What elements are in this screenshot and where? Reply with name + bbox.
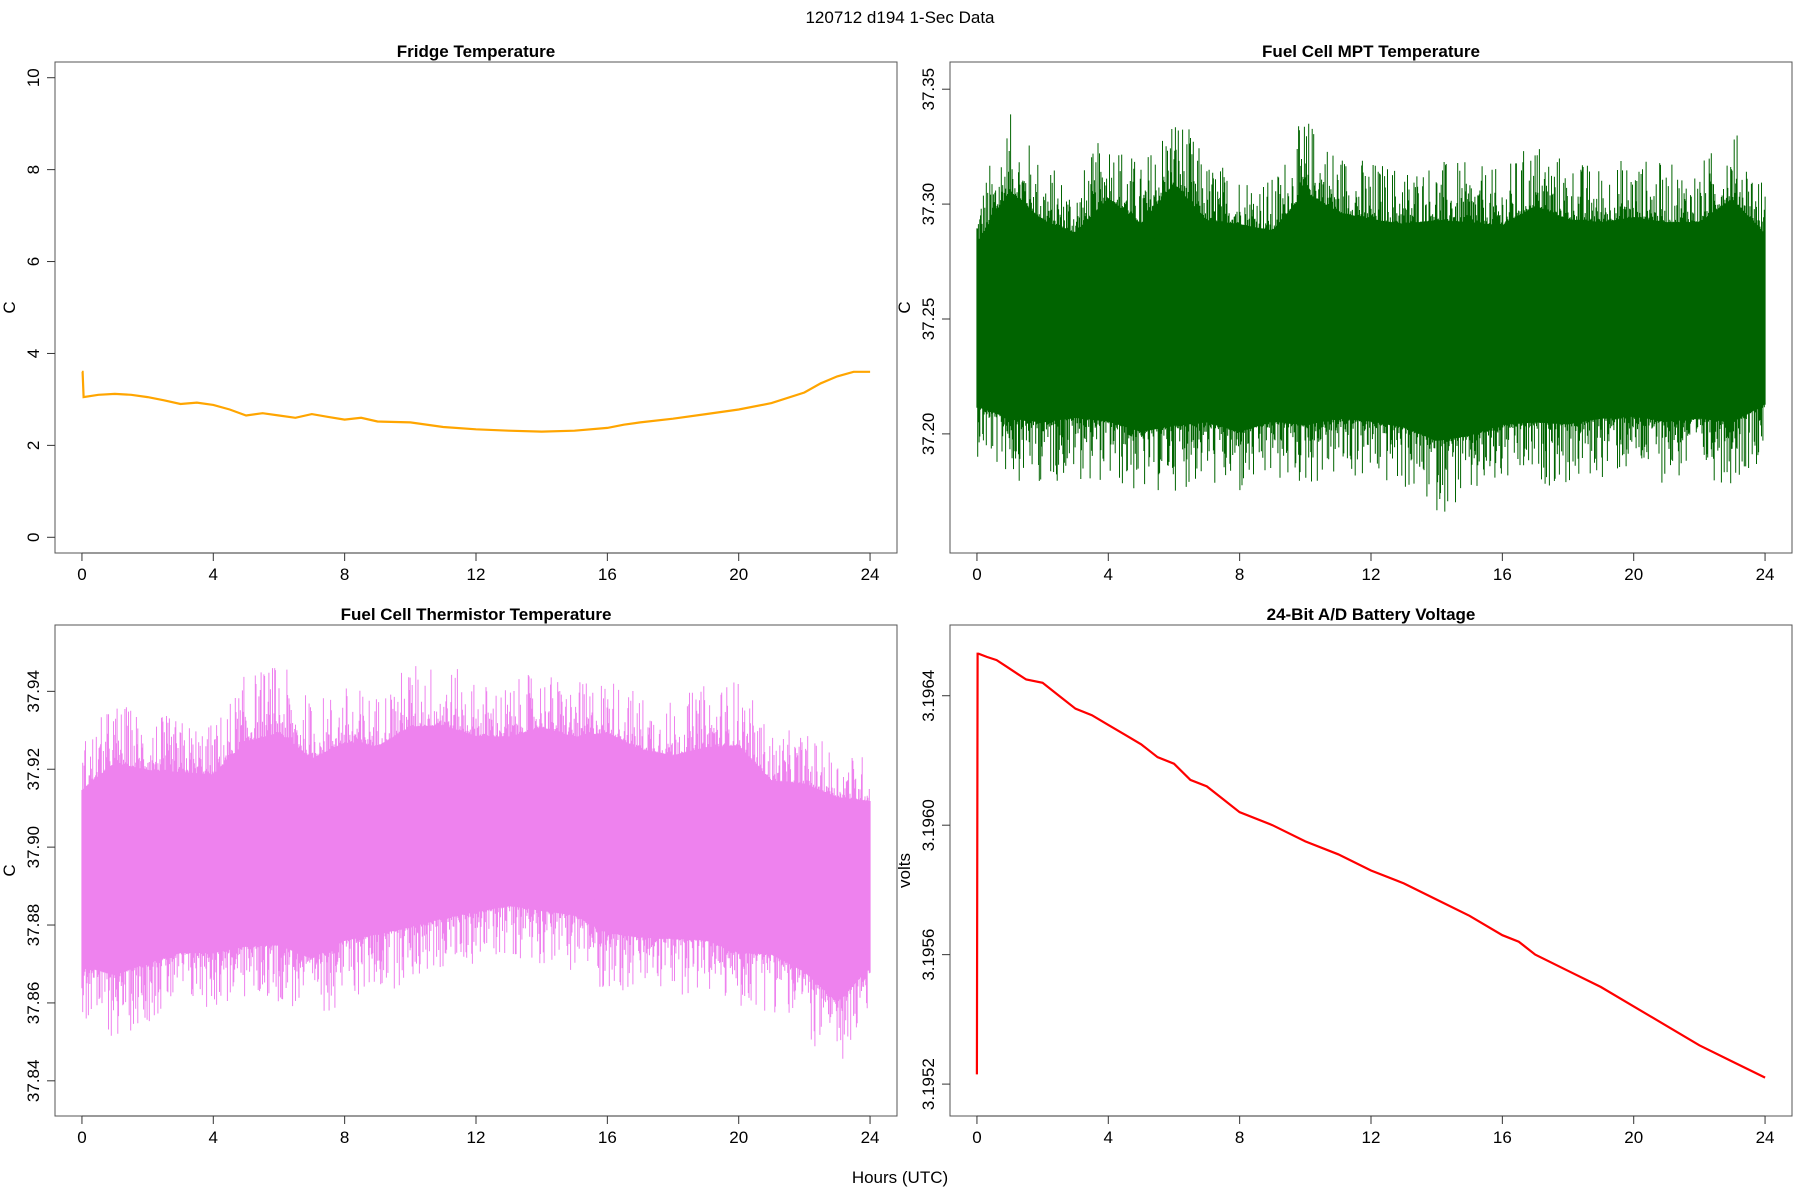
fridge-temperature-ytick-label: 4 — [24, 349, 43, 358]
fuel-cell-thermistor-temperature-xtick-label: 16 — [598, 1128, 617, 1147]
fuel-cell-thermistor-temperature-xtick-label: 20 — [729, 1128, 748, 1147]
fridge-temperature-xtick-label: 4 — [209, 565, 218, 584]
fridge-temperature-ytick-label: 6 — [24, 257, 43, 266]
fuel-cell-mpt-temperature-xtick-label: 16 — [1493, 565, 1512, 584]
fuel-cell-mpt-temperature-title: Fuel Cell MPT Temperature — [1262, 42, 1480, 61]
fridge-temperature-ytick-label: 0 — [24, 533, 43, 542]
fuel-cell-thermistor-temperature-ytick-label: 37.88 — [24, 904, 43, 947]
fridge-temperature-ytick-label: 10 — [24, 68, 43, 87]
battery-voltage-xtick-label: 20 — [1624, 1128, 1643, 1147]
fuel-cell-mpt-temperature-xtick-label: 0 — [972, 565, 981, 584]
fuel-cell-thermistor-temperature-xtick-label: 12 — [467, 1128, 486, 1147]
fuel-cell-thermistor-temperature-xtick-label: 8 — [340, 1128, 349, 1147]
fuel-cell-mpt-temperature-ylabel: C — [895, 301, 914, 313]
x-axis-label: Hours (UTC) — [852, 1168, 948, 1187]
battery-voltage-ytick-label: 3.1956 — [919, 929, 938, 981]
battery-voltage-series-line — [975, 652, 1766, 1079]
fridge-temperature-title: Fridge Temperature — [397, 42, 555, 61]
fridge-temperature-xtick-label: 20 — [729, 565, 748, 584]
battery-voltage-ytick-label: 3.1952 — [919, 1058, 938, 1110]
fuel-cell-thermistor-temperature-ytick-label: 37.90 — [24, 826, 43, 869]
fuel-cell-thermistor-temperature-ylabel: C — [0, 864, 19, 876]
fridge-temperature-xtick-label: 8 — [340, 565, 349, 584]
fridge-temperature-ytick-label: 8 — [24, 165, 43, 174]
fuel-cell-mpt-temperature-ytick-label: 37.25 — [919, 298, 938, 341]
fuel-cell-thermistor-temperature-series-trace — [81, 666, 871, 1059]
fuel-cell-thermistor-temperature-xtick-label: 24 — [861, 1128, 880, 1147]
battery-voltage-ytick-label: 3.1964 — [919, 670, 938, 722]
page-title: 120712 d194 1-Sec Data — [805, 8, 995, 27]
fuel-cell-mpt-temperature-xtick-label: 8 — [1235, 565, 1244, 584]
fridge-temperature-xtick-label: 12 — [467, 565, 486, 584]
battery-voltage-xtick-label: 8 — [1235, 1128, 1244, 1147]
fuel-cell-thermistor-temperature-panel: Fuel Cell Thermistor Temperature C 0 4 8 12 16… — [0, 605, 898, 1147]
battery-voltage-xtick-label: 16 — [1493, 1128, 1512, 1147]
fridge-temperature-ylabel: C — [0, 301, 19, 313]
fuel-cell-mpt-temperature-panel: Fuel Cell MPT Temperature C 0 4 8 12 16 20 24 37.… — [895, 42, 1793, 584]
fuel-cell-mpt-temperature-xtick-label: 20 — [1624, 565, 1643, 584]
battery-voltage-xtick-label: 4 — [1104, 1128, 1113, 1147]
fuel-cell-mpt-temperature-xtick-label: 4 — [1104, 565, 1113, 584]
fuel-cell-thermistor-temperature-ytick-label: 37.94 — [24, 670, 43, 713]
battery-voltage-xtick-label: 0 — [972, 1128, 981, 1147]
fuel-cell-mpt-temperature-ytick-label: 37.20 — [919, 413, 938, 456]
fridge-temperature-xtick-label: 24 — [861, 565, 880, 584]
fuel-cell-thermistor-temperature-ytick-label: 37.92 — [24, 748, 43, 791]
fuel-cell-thermistor-temperature-ytick-label: 37.84 — [24, 1060, 43, 1103]
battery-voltage-title: 24-Bit A/D Battery Voltage — [1267, 605, 1476, 624]
fuel-cell-thermistor-temperature-ytick-label: 37.86 — [24, 982, 43, 1025]
fuel-cell-mpt-temperature-xtick-label: 24 — [1756, 565, 1775, 584]
battery-voltage-xtick-label: 24 — [1756, 1128, 1775, 1147]
fridge-temperature-ytick-label: 2 — [24, 441, 43, 450]
battery-voltage-panel: 24-Bit A/D Battery Voltage volts 0 4 8 12 16 20… — [895, 605, 1793, 1147]
fuel-cell-mpt-temperature-series-trace — [976, 114, 1766, 512]
fuel-cell-mpt-temperature-xtick-label: 12 — [1362, 565, 1381, 584]
fuel-cell-thermistor-temperature-xtick-label: 4 — [209, 1128, 218, 1147]
fridge-temperature-xtick-label: 0 — [77, 565, 86, 584]
fridge-temperature-xtick-label: 16 — [598, 565, 617, 584]
fridge-temperature-series-line — [81, 370, 871, 433]
battery-voltage-xtick-label: 12 — [1362, 1128, 1381, 1147]
fuel-cell-mpt-temperature-ytick-label: 37.30 — [919, 183, 938, 226]
battery-voltage-ytick-label: 3.1960 — [919, 799, 938, 851]
battery-voltage-ylabel: volts — [895, 853, 914, 888]
fuel-cell-mpt-temperature-ytick-label: 37.35 — [919, 68, 938, 111]
fuel-cell-thermistor-temperature-xtick-label: 0 — [77, 1128, 86, 1147]
fridge-temperature-frame — [54, 61, 898, 554]
fuel-cell-thermistor-temperature-title: Fuel Cell Thermistor Temperature — [341, 605, 612, 624]
